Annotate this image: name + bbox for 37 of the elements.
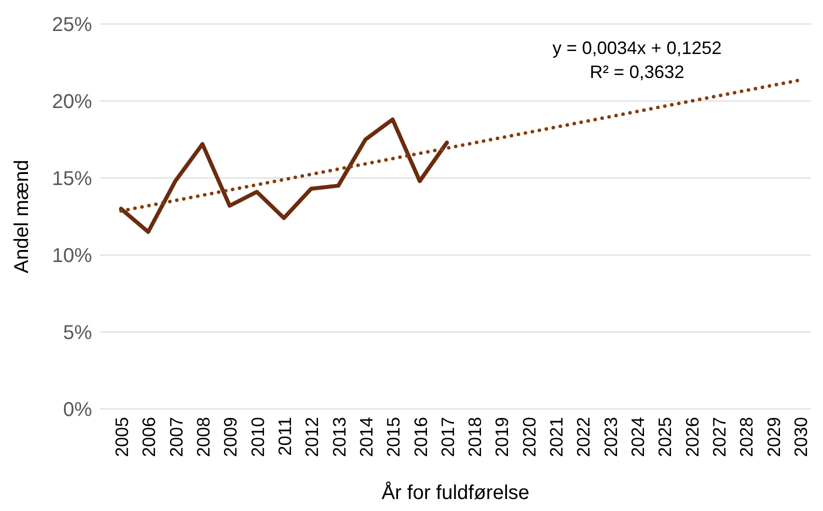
x-axis-title: År for fuldførelse xyxy=(382,481,530,504)
annotation: y = 0,0034x + 0,1252 xyxy=(552,38,722,58)
x-tick-label: 2015 xyxy=(384,417,404,458)
x-tick-label: 2005 xyxy=(112,417,132,458)
y-tick-label: 5% xyxy=(63,322,92,344)
x-tick-label: 2016 xyxy=(410,417,431,458)
y-tick-label: 20% xyxy=(52,91,92,113)
x-tick-label: 2024 xyxy=(628,417,648,458)
x-tick-label: 2010 xyxy=(248,417,268,458)
x-tick-label: 2020 xyxy=(519,417,540,458)
line-series xyxy=(119,117,449,234)
x-tick-label: 2011 xyxy=(274,417,295,456)
x-tick-label: 2018 xyxy=(465,417,486,458)
x-tick-label: 2007 xyxy=(166,417,186,458)
x-tick-label: 2014 xyxy=(356,417,376,458)
y-tick-label: 15% xyxy=(52,168,92,190)
x-tick-label: 2006 xyxy=(139,417,160,458)
x-tick-label: 2019 xyxy=(492,417,512,458)
x-tick-label: 2026 xyxy=(682,417,702,458)
x-tick-label: 2008 xyxy=(193,417,214,458)
x-tick-label: 2013 xyxy=(329,417,350,458)
x-tick-label: 2029 xyxy=(764,417,784,458)
x-tick-label: 2030 xyxy=(791,417,811,458)
y-tick-label: 25% xyxy=(52,14,92,36)
x-tick-label: 2009 xyxy=(220,417,241,458)
x-tick-label: 2017 xyxy=(438,417,458,458)
annotation: R² = 0,3632 xyxy=(590,62,684,82)
x-tick-label: 2027 xyxy=(710,417,730,458)
x-tick-label: 2023 xyxy=(600,417,621,458)
x-tick-label: 2022 xyxy=(574,417,594,458)
y-tick-label: 10% xyxy=(52,245,92,267)
x-tick-label: 2021 xyxy=(546,417,567,458)
x-tick-label: 2012 xyxy=(302,417,322,458)
x-tick-label: 2028 xyxy=(736,417,757,458)
y-tick-label: 0% xyxy=(63,399,92,421)
x-tick-label: 2025 xyxy=(655,417,676,458)
y-axis-title: Andel mænd xyxy=(11,160,33,274)
